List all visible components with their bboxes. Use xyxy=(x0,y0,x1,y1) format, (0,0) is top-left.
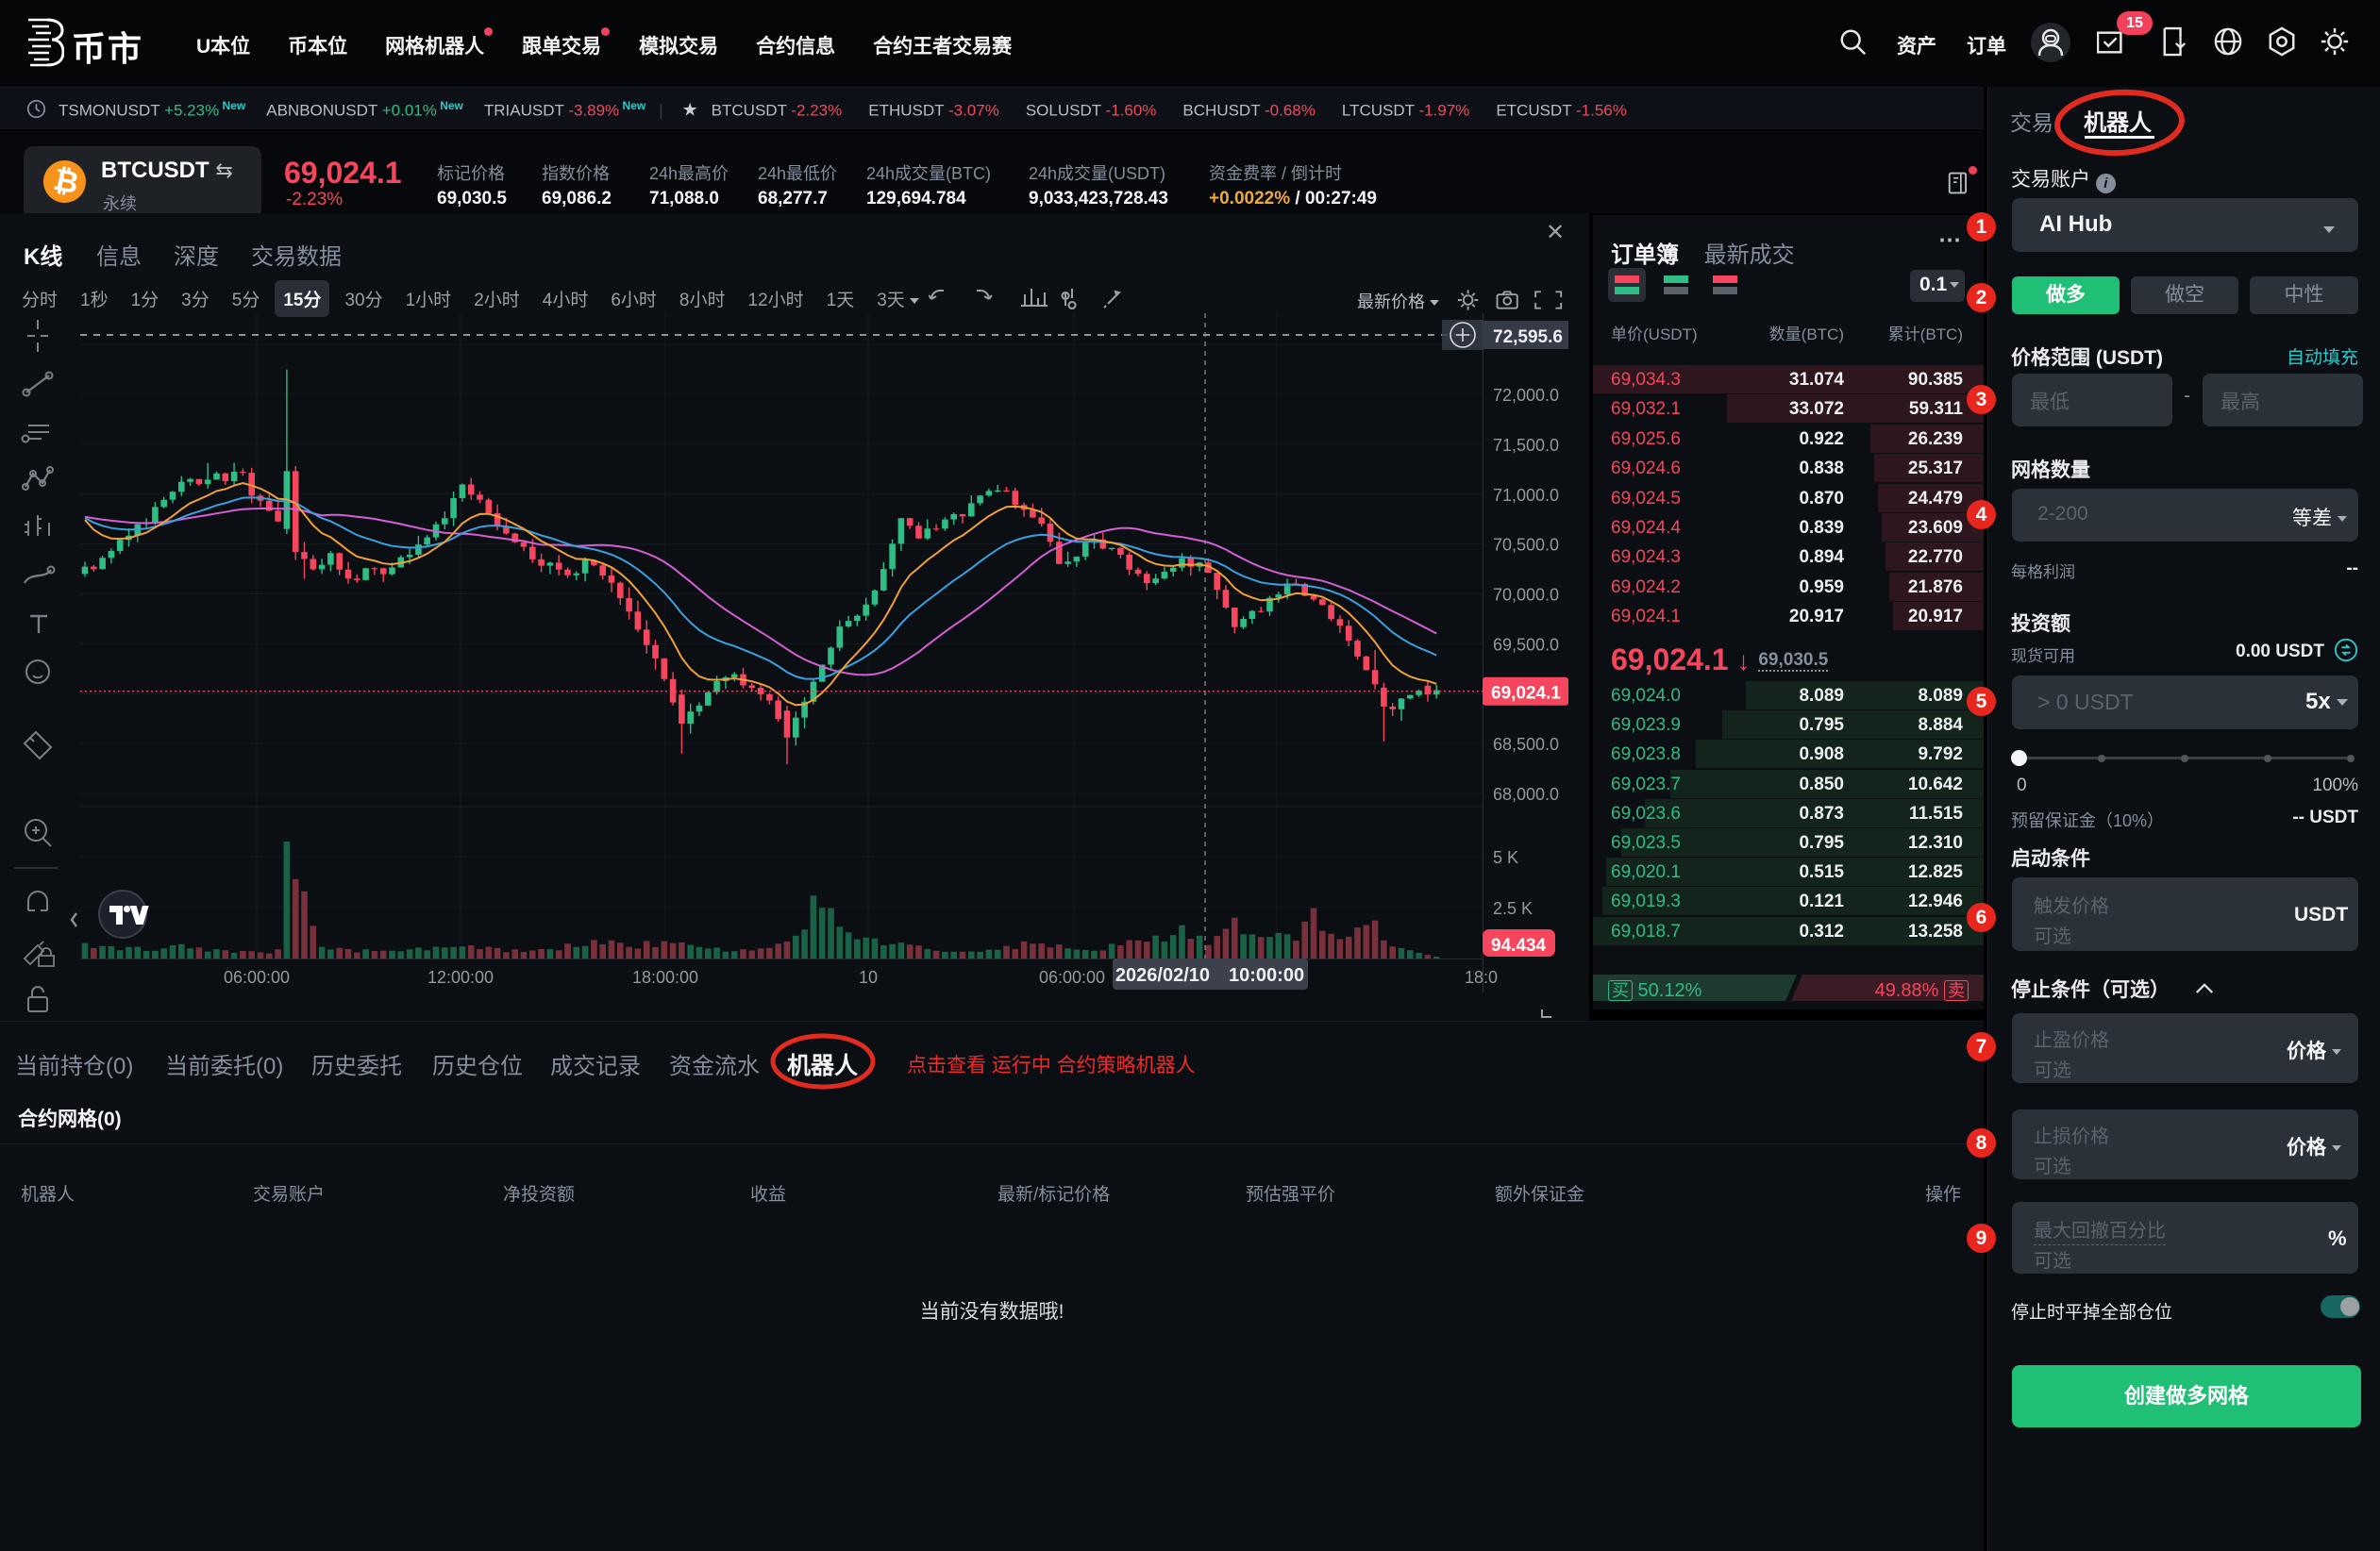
svg-text:70,500.0: 70,500.0 xyxy=(1493,536,1559,555)
svg-text:06:00:00: 06:00:00 xyxy=(1039,968,1105,987)
svg-text:72,595.6: 72,595.6 xyxy=(1493,327,1563,347)
svg-text:06:00:00: 06:00:00 xyxy=(224,968,290,987)
svg-text:10: 10 xyxy=(859,968,878,987)
svg-text:5 K: 5 K xyxy=(1493,848,1518,867)
svg-text:18:00:00: 18:00:00 xyxy=(632,968,698,987)
svg-text:68,000.0: 68,000.0 xyxy=(1493,785,1559,804)
svg-text:68,500.0: 68,500.0 xyxy=(1493,735,1559,754)
svg-text:72,000.0: 72,000.0 xyxy=(1493,386,1559,405)
svg-text:2026/02/10 10:00:00: 2026/02/10 10:00:00 xyxy=(1115,965,1304,986)
svg-text:69,500.0: 69,500.0 xyxy=(1493,635,1559,654)
svg-text:2.5 K: 2.5 K xyxy=(1493,899,1533,918)
svg-text:70,000.0: 70,000.0 xyxy=(1493,586,1559,605)
svg-text:71,000.0: 71,000.0 xyxy=(1493,486,1559,505)
svg-text:69,024.1: 69,024.1 xyxy=(1491,684,1561,704)
svg-text:18:0: 18:0 xyxy=(1465,968,1498,987)
svg-text:71,500.0: 71,500.0 xyxy=(1493,436,1559,455)
svg-text:94.434: 94.434 xyxy=(1491,936,1547,956)
svg-text:12:00:00: 12:00:00 xyxy=(427,968,494,987)
